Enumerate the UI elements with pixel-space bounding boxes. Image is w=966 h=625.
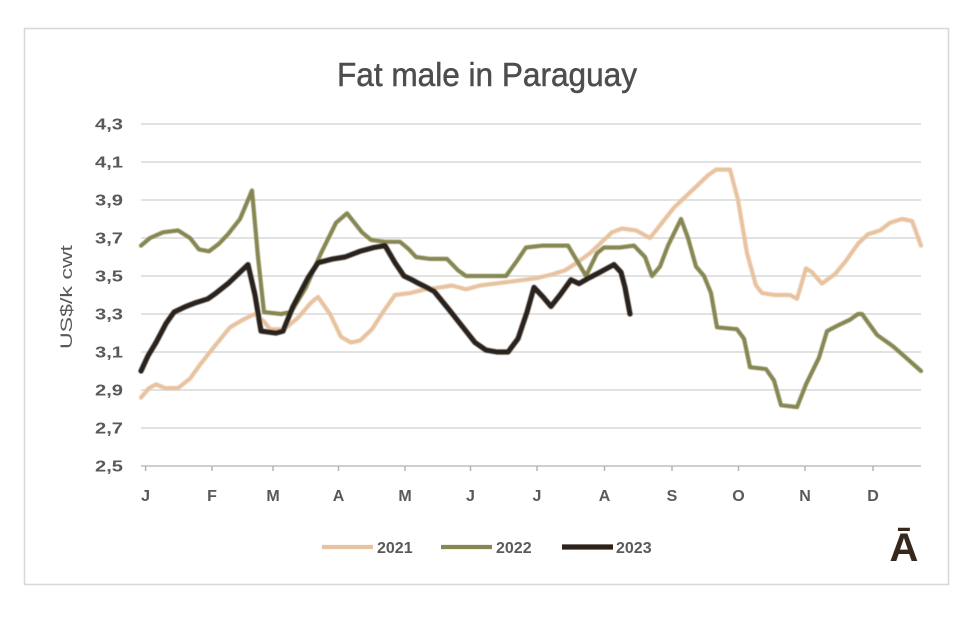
svg-text:J: J xyxy=(141,488,150,505)
svg-text:4,1: 4,1 xyxy=(95,155,123,172)
svg-text:3,5: 3,5 xyxy=(95,269,123,286)
svg-text:2,9: 2,9 xyxy=(95,383,123,400)
svg-text:2,5: 2,5 xyxy=(95,459,123,476)
svg-text:2022: 2022 xyxy=(496,540,532,557)
svg-text:F: F xyxy=(207,488,217,505)
svg-text:3,9: 3,9 xyxy=(95,193,123,210)
svg-text:Ā: Ā xyxy=(890,526,919,570)
svg-text:2021: 2021 xyxy=(377,540,413,557)
svg-text:3,3: 3,3 xyxy=(95,307,123,324)
svg-text:4,3: 4,3 xyxy=(95,117,123,134)
svg-text:O: O xyxy=(732,488,744,505)
svg-text:A: A xyxy=(599,488,611,505)
svg-text:M: M xyxy=(398,488,411,505)
svg-text:3,7: 3,7 xyxy=(95,231,123,248)
svg-text:Fat male in Paraguay: Fat male in Paraguay xyxy=(337,56,637,93)
svg-text:2023: 2023 xyxy=(616,540,652,557)
svg-text:A: A xyxy=(333,488,345,505)
svg-text:N: N xyxy=(799,488,811,505)
svg-text:D: D xyxy=(867,488,879,505)
svg-text:3,1: 3,1 xyxy=(95,345,123,362)
svg-text:US$/k cwt: US$/k cwt xyxy=(57,245,76,349)
svg-text:2,7: 2,7 xyxy=(95,421,123,438)
svg-text:J: J xyxy=(533,488,542,505)
svg-text:M: M xyxy=(266,488,279,505)
svg-text:S: S xyxy=(667,488,678,505)
svg-text:J: J xyxy=(466,488,475,505)
